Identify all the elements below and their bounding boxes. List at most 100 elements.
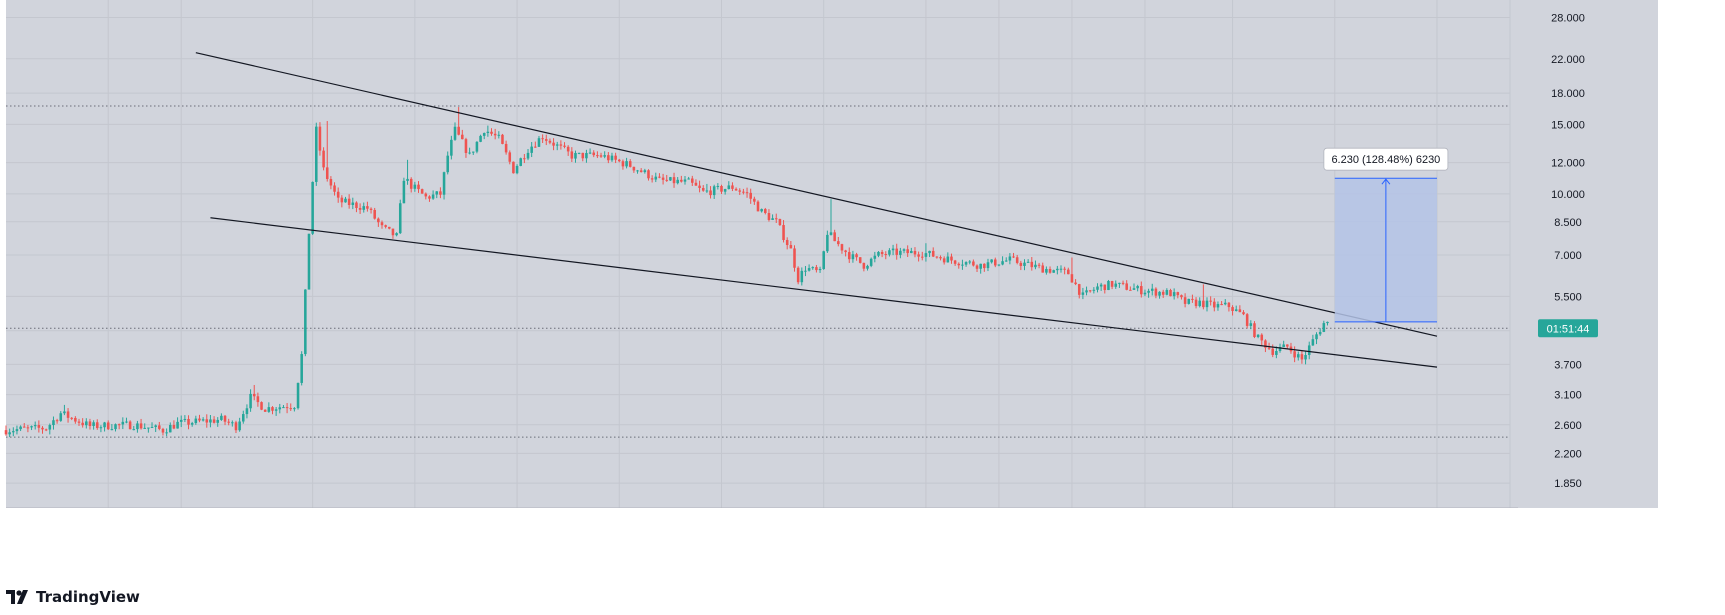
candle-body xyxy=(910,250,913,254)
candle xyxy=(41,426,44,434)
candle xyxy=(358,203,362,214)
candle xyxy=(311,181,314,235)
candle xyxy=(972,259,975,267)
candle xyxy=(318,122,322,156)
candle xyxy=(77,418,81,426)
candle xyxy=(701,185,705,192)
candle-body xyxy=(1191,298,1194,300)
candle xyxy=(683,175,687,185)
candle xyxy=(249,389,252,412)
lower-trendline[interactable] xyxy=(210,217,1438,368)
candle-body xyxy=(1074,282,1077,285)
candle-body xyxy=(1304,355,1307,360)
candle-body xyxy=(282,407,285,409)
candle-body xyxy=(1070,274,1074,283)
candle xyxy=(256,392,260,407)
candle xyxy=(110,424,114,431)
candle xyxy=(1220,301,1223,306)
candle-body xyxy=(804,270,807,272)
candle xyxy=(716,183,720,190)
candle-body xyxy=(128,421,132,430)
candle-body xyxy=(1194,299,1198,307)
candle xyxy=(391,228,395,239)
candle-body xyxy=(1147,290,1150,293)
price-axis[interactable]: 28.000 22.000 18.000 15.000 12.000 10.000 8.50… xyxy=(1551,12,1585,490)
candle xyxy=(413,181,417,192)
candle-body xyxy=(1278,347,1282,351)
candle xyxy=(778,218,782,226)
candle xyxy=(1326,321,1329,326)
candle xyxy=(373,207,376,220)
tradingview-brand[interactable]: TradingView xyxy=(6,586,140,608)
candle-body xyxy=(942,258,946,263)
candle-body xyxy=(439,191,442,195)
candle-body xyxy=(77,421,81,423)
candle xyxy=(621,159,625,170)
candle-body xyxy=(694,182,698,186)
candle xyxy=(760,208,763,213)
candle xyxy=(205,414,209,428)
candle xyxy=(1070,257,1074,283)
candle-body xyxy=(789,245,793,249)
candle-body xyxy=(1085,290,1088,293)
candle xyxy=(1158,291,1161,299)
candle-body xyxy=(377,218,380,223)
candle-body xyxy=(1121,282,1125,284)
candle xyxy=(625,157,628,169)
trendlines[interactable] xyxy=(195,52,1438,368)
price-tick-label: 22.000 xyxy=(1551,54,1585,66)
candle xyxy=(212,416,216,424)
price-range-measure[interactable]: 6.230 (128.48%) 6230 xyxy=(1323,147,1449,323)
upper-trendline[interactable] xyxy=(195,52,1438,337)
candle xyxy=(431,190,435,200)
candle xyxy=(398,199,402,235)
candle xyxy=(877,251,880,258)
candle xyxy=(220,413,223,421)
candle-body xyxy=(815,267,818,271)
candle xyxy=(523,154,526,164)
candle xyxy=(1088,289,1092,293)
candle-body xyxy=(289,408,293,410)
candle xyxy=(1216,301,1220,311)
candle xyxy=(1147,288,1150,298)
candle-body xyxy=(296,382,300,409)
candle xyxy=(647,169,650,181)
candle xyxy=(720,184,723,194)
candle-body xyxy=(158,425,161,429)
candle xyxy=(851,250,855,263)
candle xyxy=(106,420,110,431)
candle xyxy=(588,148,592,155)
candle xyxy=(654,172,658,183)
candle xyxy=(607,152,610,164)
candle-body xyxy=(946,256,950,263)
candle xyxy=(1231,305,1234,316)
candle-body xyxy=(1037,264,1041,266)
candle-body xyxy=(201,419,205,421)
candle xyxy=(811,266,815,270)
candle xyxy=(59,411,63,422)
candle-body xyxy=(807,268,811,271)
candle xyxy=(300,351,303,386)
candle-body xyxy=(548,140,552,143)
candle-body xyxy=(676,179,679,184)
candle xyxy=(336,187,340,203)
candle-body xyxy=(1030,261,1034,268)
candle-body xyxy=(920,256,924,258)
candle-body xyxy=(1220,304,1223,306)
candle-body xyxy=(99,427,103,429)
candle-body xyxy=(103,422,106,428)
candle-body xyxy=(858,257,862,263)
candle-body xyxy=(570,151,574,159)
price-tick-label: 2.600 xyxy=(1554,420,1582,432)
candle xyxy=(37,420,41,433)
candle-body xyxy=(614,155,617,160)
candle xyxy=(1110,280,1114,290)
candle xyxy=(475,141,479,154)
candle xyxy=(1213,298,1216,312)
candle xyxy=(468,147,471,155)
candle-body xyxy=(990,259,993,263)
candle xyxy=(92,420,95,430)
candle-body xyxy=(935,256,939,258)
candle xyxy=(1256,334,1260,339)
